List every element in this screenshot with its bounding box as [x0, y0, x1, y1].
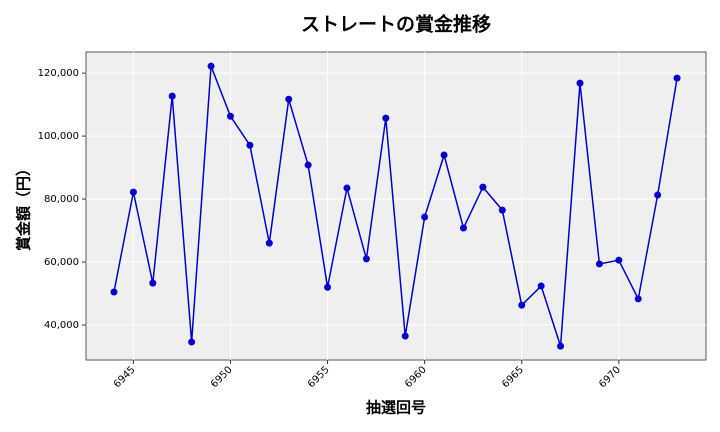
data-point: [265, 239, 273, 247]
plot-area: [85, 51, 707, 361]
data-point: [110, 288, 118, 296]
data-point: [168, 92, 176, 100]
data-point: [615, 256, 623, 264]
y-tick-label: 80,000: [44, 194, 79, 205]
data-point: [382, 114, 390, 122]
chart-title: ストレートの賞金推移: [301, 13, 491, 36]
data-point: [188, 338, 196, 346]
data-point: [343, 184, 351, 192]
data-point: [634, 295, 642, 303]
x-tick-label: 6970: [597, 364, 623, 390]
y-tick-label: 60,000: [44, 257, 79, 268]
data-point: [129, 188, 137, 196]
data-point: [324, 283, 332, 291]
data-point: [421, 213, 429, 221]
data-point: [459, 224, 467, 232]
x-axis-label: 抽選回号: [366, 399, 426, 417]
data-point: [576, 79, 584, 87]
data-point: [673, 74, 681, 82]
data-point: [518, 301, 526, 309]
data-point: [498, 206, 506, 214]
data-point: [440, 151, 448, 159]
data-point: [149, 279, 157, 287]
series-line: [113, 65, 678, 347]
data-point: [285, 95, 293, 103]
y-tick-label: 120,000: [38, 68, 79, 79]
y-tick-label: 100,000: [38, 131, 79, 142]
data-point: [246, 141, 254, 149]
y-tick-label: 40,000: [44, 320, 79, 331]
data-point: [226, 112, 234, 120]
data-point: [401, 332, 409, 340]
x-tick-label: 6955: [306, 364, 332, 390]
x-tick-label: 6945: [112, 364, 138, 390]
data-point: [654, 191, 662, 199]
data-point: [304, 161, 312, 169]
y-axis-label: 賞金額（円）: [15, 161, 33, 251]
data-point: [479, 183, 487, 191]
x-tick-label: 6960: [403, 364, 429, 390]
data-point: [595, 260, 603, 268]
data-point: [362, 255, 370, 263]
data-point: [557, 342, 565, 350]
x-tick-label: 6950: [209, 364, 235, 390]
data-point: [207, 62, 215, 70]
x-tick-label: 6965: [500, 364, 526, 390]
data-point: [537, 282, 545, 290]
